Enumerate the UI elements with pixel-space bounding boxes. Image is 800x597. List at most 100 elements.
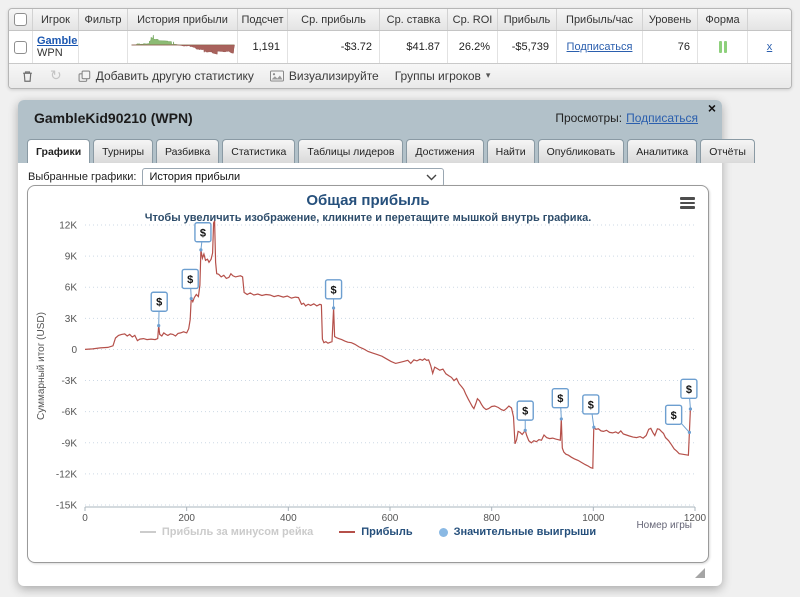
avg-stake-value: $41.87 — [380, 31, 448, 63]
chart-menu-icon[interactable] — [680, 197, 695, 211]
svg-text:800: 800 — [483, 513, 500, 524]
column-header-profit-history[interactable]: История прибыли — [128, 9, 238, 30]
views-subscribe-link[interactable]: Подписаться — [626, 111, 698, 125]
column-header-avg-profit[interactable]: Ср. прибыль — [288, 9, 380, 30]
significant-win-marker[interactable]: $ — [516, 400, 534, 432]
tab-find[interactable]: Найти — [486, 139, 535, 163]
avg-roi-value: 26.2% — [448, 31, 498, 63]
svg-text:$: $ — [187, 274, 193, 286]
svg-text:3K: 3K — [65, 314, 78, 325]
panel-tabs: Графики Турниры Разбивка Статистика Таблицы … — [18, 136, 755, 163]
svg-text:-9K: -9K — [61, 438, 77, 449]
table-row: GambleKid90210 WPN 1,191 -$3.72 $41.87 2… — [9, 31, 791, 63]
significant-win-marker[interactable]: $ — [551, 387, 569, 421]
table-toolbar: ↻ Добавить другую статистику Визуализиру… — [9, 63, 791, 88]
svg-text:$: $ — [522, 406, 528, 418]
legend-line-icon — [139, 531, 156, 533]
resize-handle[interactable] — [695, 568, 705, 578]
level-value: 76 — [643, 31, 698, 63]
svg-text:400: 400 — [280, 513, 297, 524]
column-header-remove[interactable] — [748, 9, 791, 30]
views-status: Просмотры: Подписаться — [555, 100, 698, 136]
svg-text:$: $ — [200, 227, 206, 239]
svg-text:Суммарный итог (USD): Суммарный итог (USD) — [36, 312, 47, 420]
svg-text:9K: 9K — [65, 252, 78, 263]
copy-icon — [78, 70, 91, 83]
chevron-down-icon — [426, 174, 437, 180]
significant-win-marker[interactable]: $ — [181, 268, 199, 301]
selected-graphs-label: Выбранные графики: — [28, 171, 137, 183]
significant-win-marker[interactable]: $ — [680, 378, 698, 411]
tab-achievements[interactable]: Достижения — [406, 139, 484, 163]
significant-win-marker[interactable]: $ — [150, 291, 168, 328]
svg-text:$: $ — [686, 384, 692, 396]
column-header-select[interactable] — [9, 9, 33, 30]
legend-marker-icon — [438, 527, 448, 537]
tab-analytics[interactable]: Аналитика — [627, 139, 698, 163]
visualize-button[interactable]: Визуализируйте — [269, 69, 379, 83]
chart-container: Общая прибыль Чтобы увеличить изображени… — [27, 185, 709, 563]
panel-title: GambleKid90210 (WPN) — [34, 110, 193, 126]
legend-item[interactable]: Значительные выигрыши — [438, 526, 596, 538]
graph-select[interactable]: История прибыли — [142, 167, 445, 187]
column-header-player[interactable]: Игрок — [33, 9, 79, 30]
tab-statistics[interactable]: Статистика — [222, 139, 296, 163]
filter-cell — [79, 31, 128, 63]
svg-text:$: $ — [671, 410, 677, 422]
svg-text:6K: 6K — [65, 283, 78, 294]
add-statistic-button[interactable]: Добавить другую статистику — [78, 69, 254, 83]
chart-subtitle: Чтобы увеличить изображение, кликните и … — [144, 212, 592, 224]
tab-breakdown[interactable]: Разбивка — [156, 139, 220, 163]
tab-publish[interactable]: Опубликовать — [537, 139, 625, 163]
tab-tournaments[interactable]: Турниры — [93, 139, 154, 163]
legend-label: Прибыль за минусом рейка — [161, 526, 314, 538]
player-detail-panel: GambleKid90210 (WPN) Просмотры: Подписат… — [18, 100, 755, 586]
legend-item[interactable]: Прибыль за минусом рейка — [139, 526, 314, 538]
legend-item[interactable]: Прибыль — [339, 526, 413, 538]
tab-leaderboards[interactable]: Таблицы лидеров — [298, 139, 404, 163]
stats-table: Игрок Фильтр История прибыли Подсчет Ср. при… — [8, 8, 792, 89]
profit-chart[interactable]: 12K 9K 6K 3K 0 -3K -6K -9K -12K -15K Суммарный ито… — [28, 186, 708, 562]
column-header-avg-stake[interactable]: Ср. ставка — [380, 9, 448, 30]
chart-legend: Прибыль за минусом рейка Прибыль Значитель… — [28, 526, 708, 538]
svg-text:-6K: -6K — [61, 407, 77, 418]
svg-text:$: $ — [588, 399, 594, 411]
svg-text:0: 0 — [71, 345, 77, 356]
significant-win-marker[interactable]: $ — [194, 222, 212, 252]
player-network: WPN — [37, 47, 63, 59]
player-link[interactable]: GambleKid90210 — [37, 35, 78, 47]
legend-label: Прибыль — [361, 526, 413, 538]
chevron-down-icon: ▾ — [485, 71, 491, 81]
add-statistic-label: Добавить другую статистику — [95, 69, 254, 83]
column-header-level[interactable]: Уровень — [643, 9, 698, 30]
x-axis-title: Номер игры — [636, 520, 692, 531]
refresh-button[interactable]: ↻ — [50, 69, 62, 83]
significant-win-marker[interactable]: $ — [582, 394, 600, 429]
svg-text:$: $ — [331, 284, 337, 296]
column-header-form[interactable]: Форма — [698, 9, 748, 30]
count-value: 1,191 — [238, 31, 288, 63]
significant-win-marker[interactable]: $ — [664, 404, 692, 435]
tab-reports[interactable]: Отчёты — [700, 139, 755, 163]
column-header-filter[interactable]: Фильтр — [79, 9, 128, 30]
select-all-checkbox[interactable] — [14, 13, 27, 26]
column-header-count[interactable]: Подсчет — [238, 9, 288, 30]
tab-graphs[interactable]: Графики — [27, 139, 91, 163]
svg-text:$: $ — [557, 393, 563, 405]
svg-text:-12K: -12K — [56, 469, 77, 480]
close-icon[interactable]: × — [707, 100, 716, 116]
remove-row-link[interactable]: x — [766, 41, 773, 53]
column-header-profit-per-hour[interactable]: Прибыль/час — [557, 9, 643, 30]
visualize-label: Визуализируйте — [288, 69, 379, 83]
column-header-avg-roi[interactable]: Ср. ROI — [448, 9, 498, 30]
image-icon — [269, 70, 284, 82]
trash-button[interactable] — [21, 70, 34, 83]
player-groups-button[interactable]: Группы игроков ▾ — [395, 69, 491, 83]
significant-win-marker[interactable]: $ — [324, 279, 343, 310]
column-header-profit[interactable]: Прибыль — [498, 9, 557, 30]
profit-history-sparkline[interactable] — [131, 34, 235, 60]
svg-text:$: $ — [156, 297, 162, 309]
row-checkbox[interactable] — [14, 40, 27, 54]
refresh-icon: ↻ — [50, 68, 62, 84]
subscribe-link[interactable]: Подписаться — [566, 41, 633, 53]
